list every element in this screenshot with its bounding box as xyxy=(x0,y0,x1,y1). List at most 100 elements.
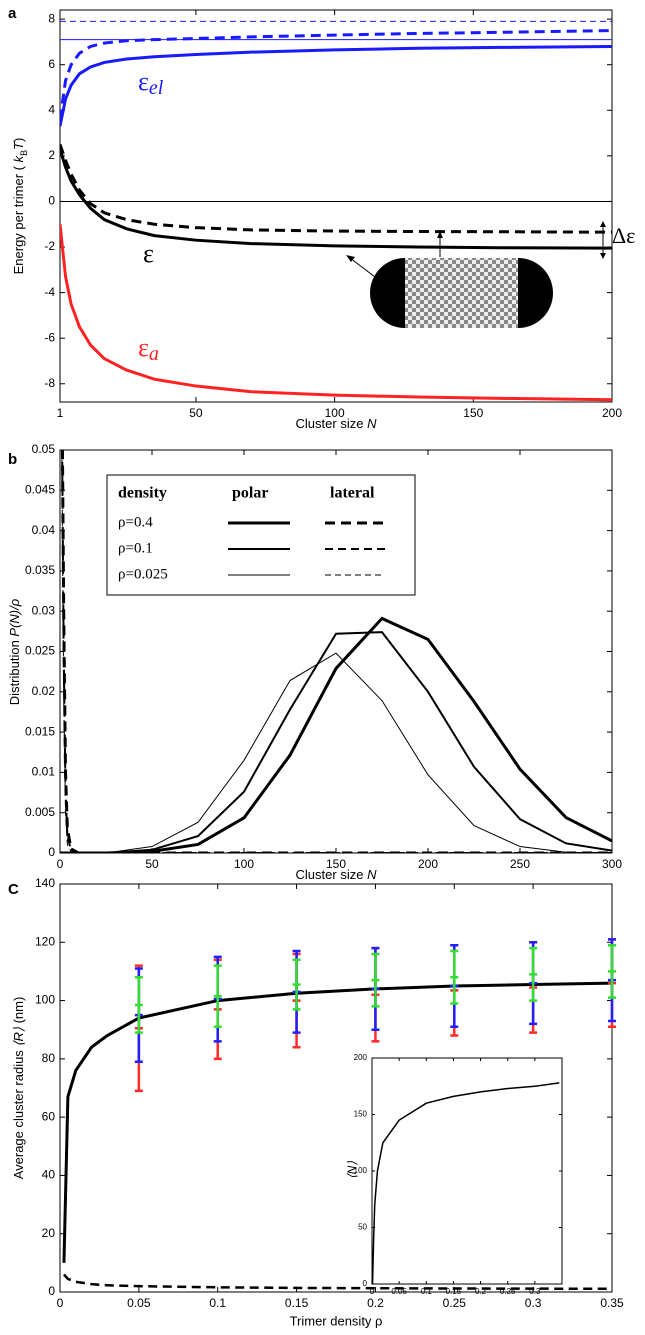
legend-label: ρ=0.025 xyxy=(118,566,168,582)
error-bar xyxy=(529,946,538,1002)
y-tick-label: 60 xyxy=(42,1109,56,1123)
y-tick-label: 0 xyxy=(48,845,55,859)
legend-header: lateral xyxy=(330,485,375,502)
annotation: ε xyxy=(143,239,154,268)
annotation: εel xyxy=(138,67,164,99)
data-line xyxy=(60,652,612,853)
data-line xyxy=(62,981,612,1263)
error-bar xyxy=(371,952,380,1008)
data-line xyxy=(60,29,612,120)
y-tick-label: 120 xyxy=(35,934,55,948)
x-tick-label: 200 xyxy=(418,857,438,871)
label-part: ⟨R⟩ xyxy=(11,1027,26,1047)
x-tick-label: 0.05 xyxy=(127,1296,151,1310)
y-tick-label: 140 xyxy=(35,876,55,890)
legend-header: density xyxy=(118,485,167,502)
annotation: εa xyxy=(138,333,159,365)
x-tick-label: 0.15 xyxy=(285,1296,309,1310)
x-tick-label: 150 xyxy=(463,406,483,420)
x-tick-label: 150 xyxy=(326,857,346,871)
x-tick-label: 300 xyxy=(602,857,622,871)
y-tick-label: -6 xyxy=(44,330,55,344)
x-tick-label: 0.25 xyxy=(443,1296,467,1310)
data-line xyxy=(60,631,612,853)
error-bar xyxy=(292,958,301,1011)
y-tick-label: 200 xyxy=(354,1053,368,1062)
arrow xyxy=(349,257,384,284)
y-tick-label: -4 xyxy=(44,285,55,299)
annotation-text: ε xyxy=(138,333,149,362)
annotation: Δε xyxy=(612,223,635,248)
x-tick-label: 0 xyxy=(57,857,64,871)
label-part: T xyxy=(11,141,26,150)
y-tick-label: 0.025 xyxy=(25,644,55,658)
plot-frame xyxy=(371,1057,563,1285)
annotation-text: Δε xyxy=(612,223,635,248)
x-tick-label: 0 xyxy=(370,1287,375,1296)
label-part: Energy per trimer ( xyxy=(11,162,26,274)
legend-header: polar xyxy=(232,485,268,502)
data-line xyxy=(60,44,612,127)
x-tick-label: 50 xyxy=(145,857,159,871)
y-tick-label: 100 xyxy=(35,993,55,1007)
data-line xyxy=(60,616,612,853)
annotation-text: ε xyxy=(143,239,154,268)
plot-frame xyxy=(59,9,613,403)
capsule-cap xyxy=(370,258,405,328)
y-tick-label: 0.035 xyxy=(25,563,55,577)
x-tick-label: 0.05 xyxy=(391,1287,407,1296)
label-part: Average cluster radius xyxy=(11,1047,26,1180)
y-tick-label: 100 xyxy=(354,1166,368,1175)
x-tick-label: 0.2 xyxy=(367,1296,384,1310)
annotation-sub: el xyxy=(149,77,164,99)
x-tick-label: 0 xyxy=(57,1296,64,1310)
x-tick-label: 100 xyxy=(234,857,254,871)
x-tick-label: 100 xyxy=(325,406,345,420)
label-part: B xyxy=(19,150,29,156)
x-tick-label: 0.3 xyxy=(525,1296,542,1310)
y-tick-label: 0.045 xyxy=(25,482,55,496)
annotation-sub: a xyxy=(149,343,159,365)
y-tick-label: -2 xyxy=(44,239,55,253)
x-axis-label: Cluster size N xyxy=(296,867,378,882)
arrowhead xyxy=(346,255,355,262)
data-line xyxy=(63,1273,612,1291)
panel-label: C xyxy=(8,881,19,898)
y-axis-label: Average cluster radius ⟨R⟩ (nm) xyxy=(11,997,26,1180)
x-tick-label: 50 xyxy=(189,406,203,420)
y-tick-label: 2 xyxy=(48,148,55,162)
y-tick-label: -8 xyxy=(44,376,55,390)
x-tick-label: 0.1 xyxy=(209,1296,226,1310)
y-tick-label: 6 xyxy=(48,57,55,71)
error-bar xyxy=(608,943,616,999)
label-part: k xyxy=(11,154,26,162)
label-part: Cluster size xyxy=(296,416,368,431)
data-line xyxy=(60,148,612,250)
y-tick-label: 80 xyxy=(42,1051,56,1065)
y-tick-label: 50 xyxy=(358,1223,367,1232)
panel-label: a xyxy=(8,5,17,22)
y-tick-label: 0.015 xyxy=(25,724,55,738)
x-tick-label: 0.1 xyxy=(421,1287,433,1296)
x-axis-label: Cluster size N xyxy=(296,416,378,431)
data-line xyxy=(61,450,612,853)
y-tick-label: 0.03 xyxy=(32,603,56,617)
y-tick-label: 0.05 xyxy=(32,442,56,456)
y-tick-label: 0.01 xyxy=(32,765,56,779)
y-tick-label: 40 xyxy=(42,1168,56,1182)
label-part: ) xyxy=(11,138,26,142)
y-tick-label: 0 xyxy=(363,1279,368,1288)
y-axis-label: Distribution P(N)/ρ xyxy=(7,598,22,705)
error-bar xyxy=(450,949,459,1005)
label-part: N xyxy=(367,867,377,882)
label-part: P(N)/ρ xyxy=(7,598,22,636)
y-tick-label: 4 xyxy=(48,102,55,116)
x-tick-label: 0.3 xyxy=(529,1287,541,1296)
x-tick-label: 0.25 xyxy=(500,1287,516,1296)
x-tick-label: 1 xyxy=(57,406,64,420)
data-line xyxy=(60,224,612,402)
data-line xyxy=(60,143,612,234)
y-tick-label: 0.02 xyxy=(32,684,56,698)
